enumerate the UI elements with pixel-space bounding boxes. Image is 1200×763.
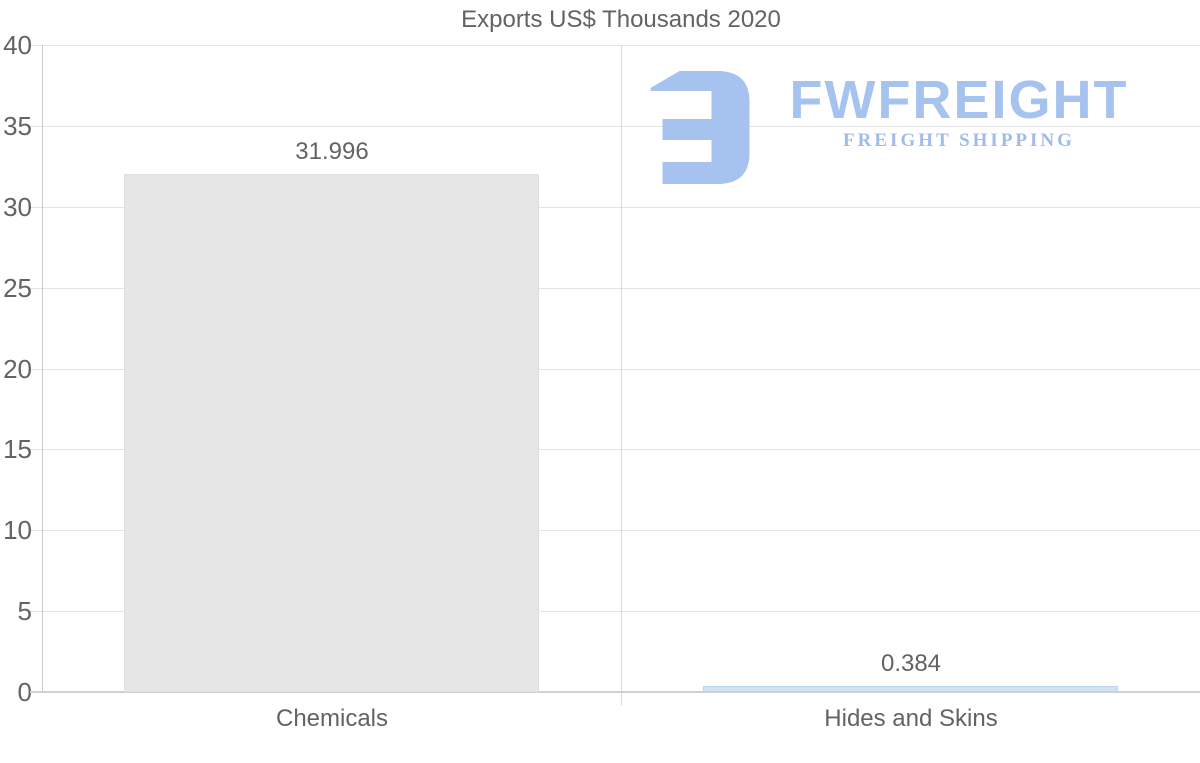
gridline-y-40 — [30, 45, 1200, 46]
category-divider-line — [621, 45, 622, 705]
bar-hides-and-skins — [703, 686, 1118, 692]
bar-value-label: 31.996 — [295, 138, 369, 165]
x-axis-line — [30, 691, 1200, 693]
logo-brand-text: FWFREIGHT — [789, 70, 1129, 130]
x-category-label: Chemicals — [275, 705, 389, 732]
y-tick-label: 30 — [3, 191, 32, 222]
gridline-y-5 — [30, 611, 1200, 613]
y-tick-label: 40 — [3, 30, 32, 60]
chart-title: Exports US$ Thousands 2020 — [461, 6, 781, 33]
y-tick-label: 0 — [17, 677, 32, 707]
logo-tagline-text: FREIGHT SHIPPING — [843, 130, 1075, 151]
bar-value-label: 0.384 — [880, 650, 942, 677]
watermark-logo: FWFREIGHT FREIGHT SHIPPING — [645, 70, 1150, 190]
y-tick-label: 35 — [3, 110, 32, 141]
y-tick-label: 20 — [3, 353, 32, 384]
gridline-y-25 — [30, 287, 1200, 289]
y-axis-line — [42, 45, 43, 692]
fwfreight-logo-icon — [650, 71, 750, 184]
y-tick-label: 15 — [3, 434, 32, 465]
bar-chemicals — [124, 174, 539, 692]
gridline-y-10 — [30, 530, 1200, 532]
gridline-y-30 — [30, 206, 1200, 208]
gridline-y-15 — [30, 449, 1200, 451]
y-tick-label: 10 — [3, 515, 32, 546]
gridline-y-20 — [30, 368, 1200, 370]
y-tick-label: 5 — [17, 596, 32, 627]
y-tick-label: 25 — [3, 272, 32, 303]
x-category-label: Hides and Skins — [824, 705, 998, 732]
logo-text-block: FWFREIGHT FREIGHT SHIPPING — [768, 72, 1150, 152]
gridline-y-35 — [30, 125, 1200, 127]
